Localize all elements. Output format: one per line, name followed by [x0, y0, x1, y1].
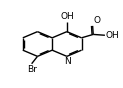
- Text: O: O: [94, 16, 101, 25]
- Text: N: N: [64, 57, 71, 66]
- Text: OH: OH: [61, 12, 74, 21]
- Text: Br: Br: [27, 65, 37, 74]
- Text: OH: OH: [106, 31, 119, 40]
